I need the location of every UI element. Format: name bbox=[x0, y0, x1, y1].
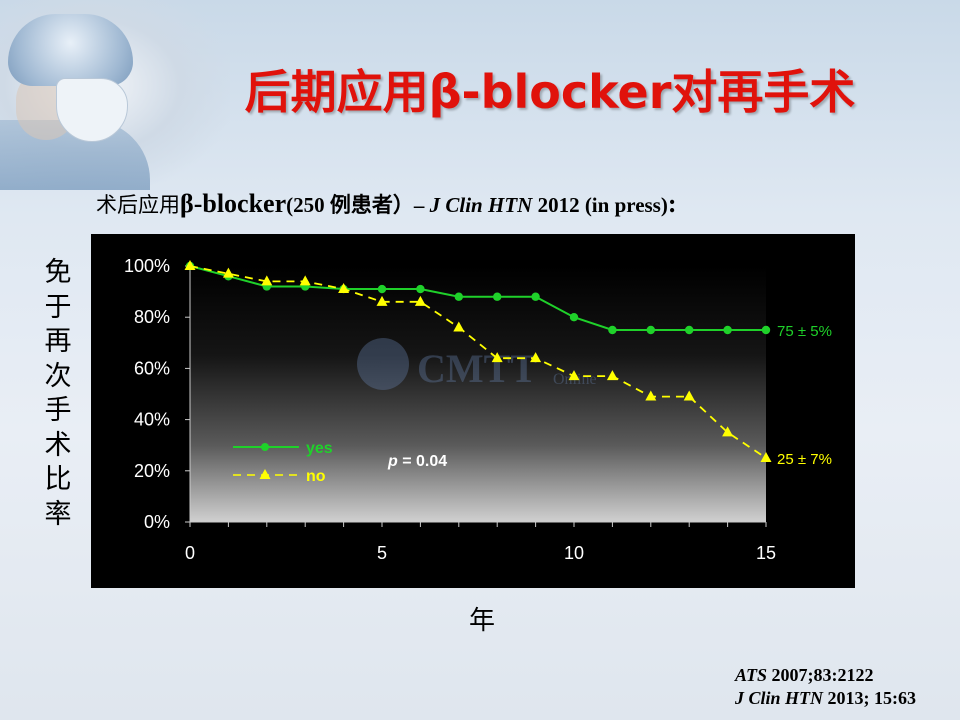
survival-chart: CMTT Online 0% 20% 40% 60% 80% 100% 0 5 10 15 75 … bbox=[91, 234, 855, 588]
series-no-point bbox=[491, 352, 503, 363]
series-no-point bbox=[606, 370, 618, 381]
series-yes-point bbox=[685, 325, 694, 335]
series-yes-point bbox=[608, 325, 617, 335]
legend-yes-marker bbox=[261, 443, 269, 451]
p-value-text: = 0.04 bbox=[398, 453, 447, 470]
subtitle-part1: 术后应用 bbox=[96, 193, 180, 217]
surgeon-photo bbox=[0, 0, 230, 190]
p-value-prefix: p bbox=[387, 453, 398, 470]
series-no-end-label: 25 ± 7% bbox=[777, 451, 832, 468]
series-yes-point bbox=[761, 325, 771, 335]
surgical-cap bbox=[8, 14, 133, 86]
series-yes-point bbox=[531, 292, 540, 301]
series-yes-point bbox=[646, 325, 655, 335]
slide-subtitle: 术后应用β-blocker(250 例患者）– J Clin HTN 2012 … bbox=[96, 189, 677, 219]
series-no-point bbox=[683, 390, 695, 401]
x-tick-label: 0 bbox=[185, 543, 195, 563]
citation-1-journal: ATS bbox=[735, 665, 768, 685]
plot-area bbox=[190, 266, 766, 522]
series-no-point bbox=[568, 370, 580, 381]
citation-2-ref: 2013; 15:63 bbox=[823, 688, 917, 708]
series-no-point bbox=[338, 283, 350, 294]
subtitle-part2: β-blocker bbox=[180, 189, 287, 218]
subtitle-part4: J Clin HTN bbox=[429, 193, 533, 217]
legend-no-marker bbox=[259, 469, 271, 479]
y-tick-label: 80% bbox=[134, 307, 170, 327]
series-no-point bbox=[645, 390, 657, 401]
legend-no-label: no bbox=[306, 468, 326, 485]
series-no-point bbox=[414, 295, 426, 306]
citations: ATS 2007;83:2122 J Clin HTN 2013; 15:63 bbox=[735, 664, 916, 710]
chart-legend: yes no bbox=[233, 440, 333, 485]
watermark-logo-icon bbox=[357, 338, 409, 390]
x-tick-label: 15 bbox=[756, 543, 776, 563]
x-tick-label: 5 bbox=[377, 543, 387, 563]
y-tick-label: 0% bbox=[144, 512, 170, 532]
series-yes-end-label: 75 ± 5% bbox=[777, 323, 832, 340]
series-no-point bbox=[299, 275, 311, 286]
series-yes-point bbox=[416, 284, 425, 294]
surgical-mask bbox=[56, 78, 128, 142]
y-tick-label: 60% bbox=[134, 358, 170, 378]
subtitle-part3: (250 例患者）– bbox=[286, 193, 430, 217]
series-no-point bbox=[261, 275, 273, 286]
series-no-point bbox=[453, 321, 465, 332]
series-no-point bbox=[530, 352, 542, 363]
series-yes-point bbox=[377, 284, 387, 294]
subtitle-part6: : bbox=[667, 189, 677, 218]
series-yes-point bbox=[569, 313, 579, 322]
chart-panel: CMTT Online 0% 20% 40% 60% 80% 100% 0 5 10 15 75 … bbox=[91, 234, 855, 588]
series-no: 25 ± 7% bbox=[184, 260, 832, 468]
y-axis-label: 免于再次手术比率 bbox=[44, 257, 72, 530]
subtitle-part5: 2012 (in press) bbox=[532, 193, 668, 217]
series-no-point bbox=[222, 267, 234, 278]
series-no-point bbox=[722, 426, 734, 437]
legend-yes-label: yes bbox=[306, 440, 333, 457]
citation-1: ATS 2007;83:2122 bbox=[735, 664, 916, 687]
citation-2-journal: J Clin HTN bbox=[735, 688, 824, 708]
series-yes-point bbox=[454, 292, 463, 301]
y-tick-label: 40% bbox=[134, 410, 170, 430]
series-yes-line bbox=[189, 265, 766, 331]
citation-2: J Clin HTN 2013; 15:63 bbox=[735, 687, 916, 710]
cmtt-watermark: CMTT Online bbox=[357, 338, 597, 391]
x-axis-label: 年 bbox=[468, 606, 495, 636]
slide-title: 后期应用β-blocker对再手术 bbox=[244, 65, 856, 119]
series-layer: 75 ± 5% 25 ± 7% bbox=[184, 260, 832, 468]
y-tick-label: 20% bbox=[134, 461, 170, 481]
series-no-point bbox=[376, 295, 388, 306]
series-yes-point bbox=[723, 325, 732, 335]
p-value-annotation: p = 0.04 bbox=[387, 453, 447, 470]
citation-1-ref: 2007;83:2122 bbox=[767, 665, 874, 685]
watermark-text: CMTT bbox=[417, 346, 537, 391]
x-tick-label: 10 bbox=[564, 543, 584, 563]
y-tick-label: 100% bbox=[124, 256, 170, 276]
series-no-point bbox=[760, 452, 772, 462]
series-yes-point bbox=[493, 292, 502, 301]
series-no-point bbox=[184, 260, 196, 270]
axes: 0% 20% 40% 60% 80% 100% 0 5 10 15 bbox=[124, 256, 776, 563]
